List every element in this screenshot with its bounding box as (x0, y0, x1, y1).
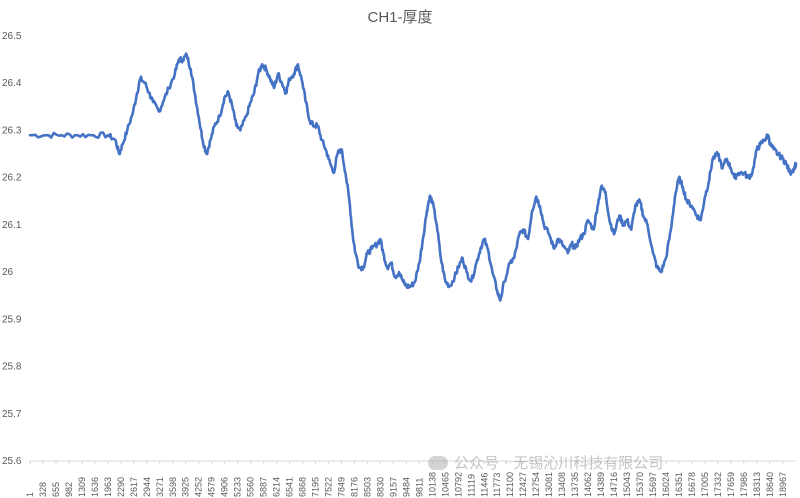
y-tick-label: 25.8 (2, 362, 22, 373)
x-tick-label: 8503 (362, 477, 372, 497)
x-tick-label: 17986 (739, 472, 749, 497)
x-tick-label: 13735 (570, 472, 580, 497)
x-tick-label: 11119 (466, 474, 476, 497)
x-tick-label: 8830 (375, 477, 385, 497)
x-tick-label: 12754 (531, 472, 541, 497)
y-tick-label: 26.4 (2, 78, 22, 89)
y-axis-ticks: 25.6 25.7 25.8 25.9 26 26.1 26.2 26.3 26.4 26.5 (2, 31, 22, 467)
x-tick-label: 12427 (518, 472, 528, 497)
x-tick-label: 10465 (440, 472, 450, 497)
y-tick-label: 26 (2, 267, 14, 278)
x-tick-label: 4252 (194, 477, 204, 497)
x-tick-label: 16678 (687, 472, 697, 497)
x-tick-label: 2290 (116, 477, 126, 497)
x-tick-label: 9484 (401, 477, 411, 497)
x-tick-label: 6541 (285, 477, 295, 497)
x-tick-label: 15370 (635, 472, 645, 497)
y-tick-label: 25.6 (2, 456, 22, 467)
x-tick-label: 3271 (155, 477, 165, 497)
x-tick-label: 14389 (596, 472, 606, 497)
x-tick-label: 5887 (259, 477, 269, 497)
wechat-icon (428, 456, 448, 470)
x-tick-label: 18640 (765, 472, 775, 497)
x-tick-label: 2944 (142, 477, 152, 497)
y-tick-label: 25.9 (2, 314, 22, 325)
x-tick-label: 17005 (700, 472, 710, 497)
watermark-text: 公众号 · 无锡沁川科技有限公司 (454, 454, 664, 472)
x-tick-label: 7522 (324, 477, 334, 497)
x-tick-label: 6214 (272, 477, 282, 497)
x-tick-label: 17332 (713, 472, 723, 497)
x-tick-label: 2617 (129, 477, 139, 497)
watermark: 公众号 · 无锡沁川科技有限公司 (428, 452, 663, 473)
x-tick-label: 8176 (349, 477, 359, 497)
x-tick-label: 13081 (544, 472, 554, 497)
x-tick-label: 13408 (557, 472, 567, 497)
x-tick-label: 655 (51, 482, 61, 497)
x-tick-label: 3925 (181, 477, 191, 497)
x-tick-label: 12100 (505, 472, 515, 497)
x-tick-label: 10792 (453, 472, 463, 497)
x-tick-label: 1 (25, 492, 35, 497)
y-tick-label: 26.2 (2, 173, 22, 184)
x-tick-label: 4906 (220, 477, 230, 497)
x-tick-label: 1309 (77, 477, 87, 497)
x-tick-label: 15043 (622, 472, 632, 497)
x-tick-label: 17659 (726, 472, 736, 497)
x-axis-ticks: 1 328 655 982 1309 1636 1963 2290 2617 2944 3271 35… (25, 461, 788, 497)
x-tick-label: 5560 (246, 477, 256, 497)
y-tick-label: 26.5 (2, 31, 22, 42)
x-tick-label: 11446 (479, 473, 489, 497)
x-tick-label: 18313 (752, 472, 762, 497)
x-tick-label: 3598 (168, 477, 178, 497)
x-tick-label: 982 (64, 482, 74, 497)
x-tick-label: 1963 (103, 477, 113, 497)
x-tick-label: 11773 (492, 473, 502, 497)
x-tick-label: 4579 (207, 477, 217, 497)
y-tick-label: 25.7 (2, 409, 22, 420)
x-tick-label: 14062 (583, 472, 593, 497)
x-tick-label: 16351 (674, 472, 684, 497)
x-tick-label: 5233 (233, 477, 243, 497)
x-tick-label: 16024 (661, 472, 671, 497)
x-tick-label: 14716 (609, 472, 619, 497)
y-tick-label: 26.1 (2, 220, 22, 231)
x-tick-label: 9811 (414, 478, 424, 497)
x-tick-label: 10138 (427, 472, 437, 497)
x-tick-label: 1636 (90, 477, 100, 497)
x-tick-label: 18967 (778, 472, 788, 497)
x-tick-label: 328 (38, 482, 48, 497)
x-tick-label: 9157 (388, 477, 398, 497)
chart-title: CH1-厚度 (367, 9, 433, 26)
series-line-0 (28, 52, 798, 302)
x-tick-label: 6868 (298, 477, 308, 497)
y-tick-label: 26.3 (2, 125, 22, 136)
x-tick-label: 15697 (648, 472, 658, 497)
x-tick-label: 7849 (336, 477, 346, 497)
x-tick-label: 7195 (311, 477, 321, 497)
series-layer (28, 52, 798, 302)
